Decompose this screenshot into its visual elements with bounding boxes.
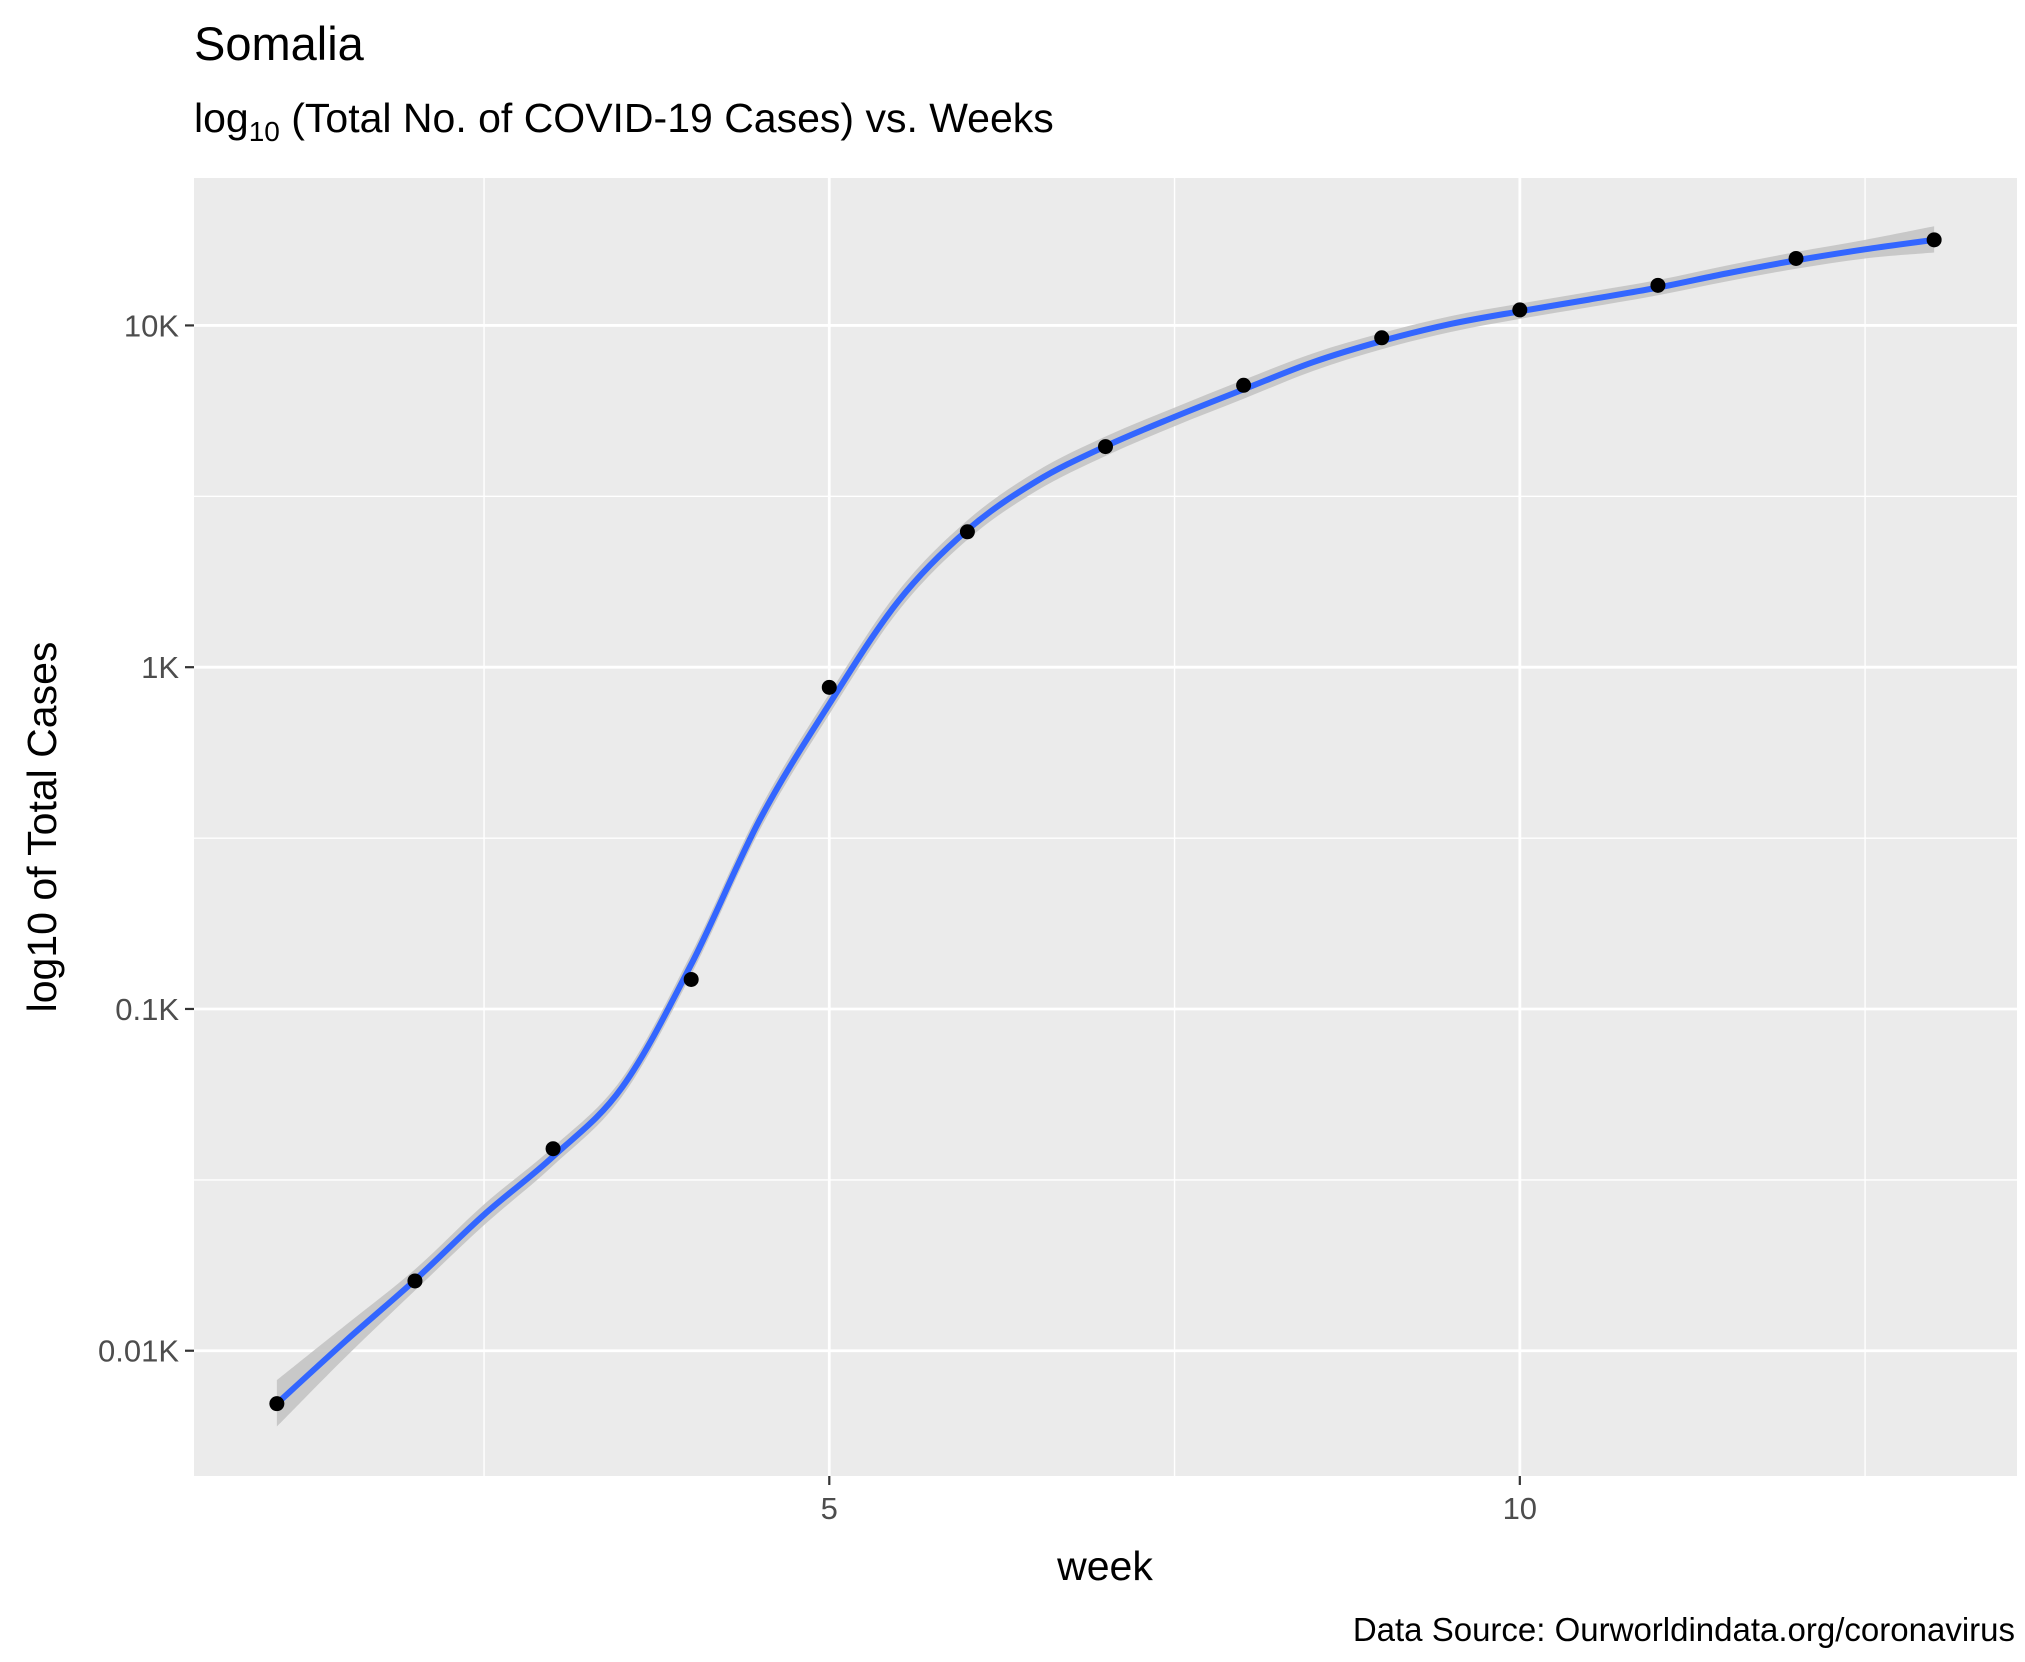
data-point [1098, 439, 1113, 455]
major-gridlines [194, 178, 2017, 1476]
data-points [269, 232, 1942, 1412]
y-axis-title: log10 of Total Cases [19, 642, 65, 1013]
subtitle-log: log [194, 95, 249, 141]
minor-gridlines [194, 178, 2017, 1476]
smooth-trend-line [273, 236, 1938, 1407]
x-axis: 5 10 [821, 1476, 1537, 1526]
data-point [683, 971, 699, 987]
chart-subtitle: log10 (Total No. of COVID-19 Cases) vs. … [194, 95, 1054, 147]
data-point [269, 1396, 285, 1412]
y-tick-label: 0.1K [115, 992, 179, 1027]
data-point [1374, 330, 1390, 346]
y-tick-label: 0.01K [98, 1334, 179, 1369]
smooth-line-layer [273, 236, 1938, 1407]
data-point [1236, 377, 1252, 393]
y-tick-label: 10K [124, 308, 179, 343]
y-axis: 0.01K 0.1K 1K 10K [98, 308, 194, 1369]
x-axis-title: week [1056, 1543, 1153, 1589]
data-point [407, 1273, 423, 1289]
plot-panel [194, 178, 2017, 1476]
chart-caption: Data Source: Ourworldindata.org/coronavi… [1353, 1611, 2015, 1648]
data-point [821, 679, 837, 695]
x-tick-label: 5 [821, 1491, 838, 1526]
chart-title: Somalia [194, 17, 365, 70]
y-tick-label: 1K [141, 650, 179, 685]
subtitle-rest: (Total No. of COVID-19 Cases) vs. Weeks [280, 95, 1054, 141]
x-tick-label: 10 [1503, 1491, 1537, 1526]
subtitle-subscript: 10 [249, 116, 280, 147]
data-point [1926, 232, 1942, 248]
data-point [1788, 250, 1804, 266]
data-point [1512, 302, 1528, 318]
data-point [545, 1141, 561, 1157]
data-point [1650, 277, 1666, 293]
data-point [959, 524, 975, 540]
